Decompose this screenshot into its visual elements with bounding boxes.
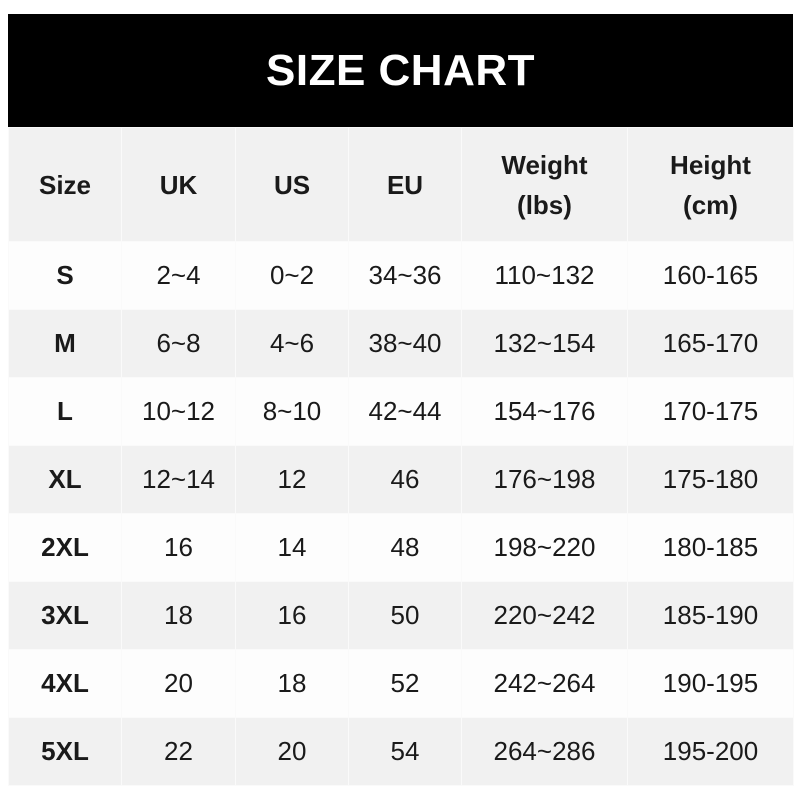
column-header-text: (cm) [683,189,738,220]
cell-size: M [8,309,122,378]
table-row: M 6~8 4~6 38~40 132~154 165-170 [8,309,794,378]
cell-size: 4XL [8,649,122,718]
cell-us: 0~2 [235,241,349,310]
cell-size: XL [8,445,122,514]
column-header-text: (lbs) [517,189,572,220]
column-header-weight: Weight (lbs) [461,127,628,242]
table-row: 3XL 18 16 50 220~242 185-190 [8,581,794,650]
cell-size: S [8,241,122,310]
column-header-text: EU [386,169,424,200]
cell-us: 12 [235,445,349,514]
column-header-size: Size [8,127,122,242]
cell-weight: 264~286 [461,717,628,786]
cell-eu: 38~40 [348,309,462,378]
cell-us: 16 [235,581,349,650]
cell-uk: 16 [121,513,236,582]
cell-height: 185-190 [627,581,794,650]
cell-weight: 176~198 [461,445,628,514]
column-header-eu: EU [348,127,462,242]
cell-weight: 110~132 [461,241,628,310]
table-row: XL 12~14 12 46 176~198 175-180 [8,445,794,514]
cell-size: L [8,377,122,446]
cell-us: 18 [235,649,349,718]
cell-height: 170-175 [627,377,794,446]
cell-height: 180-185 [627,513,794,582]
cell-weight: 132~154 [461,309,628,378]
cell-eu: 54 [348,717,462,786]
cell-us: 20 [235,717,349,786]
column-header-text: US [273,169,311,200]
cell-weight: 242~264 [461,649,628,718]
table-row: 5XL 22 20 54 264~286 195-200 [8,717,794,786]
cell-us: 14 [235,513,349,582]
column-header-uk: UK [121,127,236,242]
cell-height: 195-200 [627,717,794,786]
table-row: 4XL 20 18 52 242~264 190-195 [8,649,794,718]
cell-uk: 2~4 [121,241,236,310]
table-row: 2XL 16 14 48 198~220 180-185 [8,513,794,582]
cell-weight: 198~220 [461,513,628,582]
cell-height: 190-195 [627,649,794,718]
cell-height: 160-165 [627,241,794,310]
cell-uk: 20 [121,649,236,718]
cell-uk: 6~8 [121,309,236,378]
cell-us: 4~6 [235,309,349,378]
column-header-text: Weight [501,149,588,180]
cell-size: 3XL [8,581,122,650]
column-header-us: US [235,127,349,242]
cell-uk: 10~12 [121,377,236,446]
cell-size: 2XL [8,513,122,582]
column-header-text: Height [670,149,751,180]
cell-eu: 42~44 [348,377,462,446]
cell-height: 175-180 [627,445,794,514]
cell-us: 8~10 [235,377,349,446]
cell-size: 5XL [8,717,122,786]
cell-uk: 18 [121,581,236,650]
cell-uk: 12~14 [121,445,236,514]
size-chart-table: Size UK US EU Weight (lbs) Height (cm) S 2~4 0~2 3… [8,127,794,786]
table-row: L 10~12 8~10 42~44 154~176 170-175 [8,377,794,446]
cell-eu: 34~36 [348,241,462,310]
header-row: Size UK US EU Weight (lbs) Height (cm) [8,127,794,242]
cell-uk: 22 [121,717,236,786]
cell-eu: 48 [348,513,462,582]
column-header-text: UK [159,169,198,200]
cell-height: 165-170 [627,309,794,378]
column-header-height: Height (cm) [627,127,794,242]
table-row: S 2~4 0~2 34~36 110~132 160-165 [8,241,794,310]
cell-weight: 154~176 [461,377,628,446]
cell-weight: 220~242 [461,581,628,650]
column-header-text: Size [38,169,92,200]
size-chart-title: SIZE CHART [8,14,793,127]
cell-eu: 46 [348,445,462,514]
cell-eu: 50 [348,581,462,650]
cell-eu: 52 [348,649,462,718]
